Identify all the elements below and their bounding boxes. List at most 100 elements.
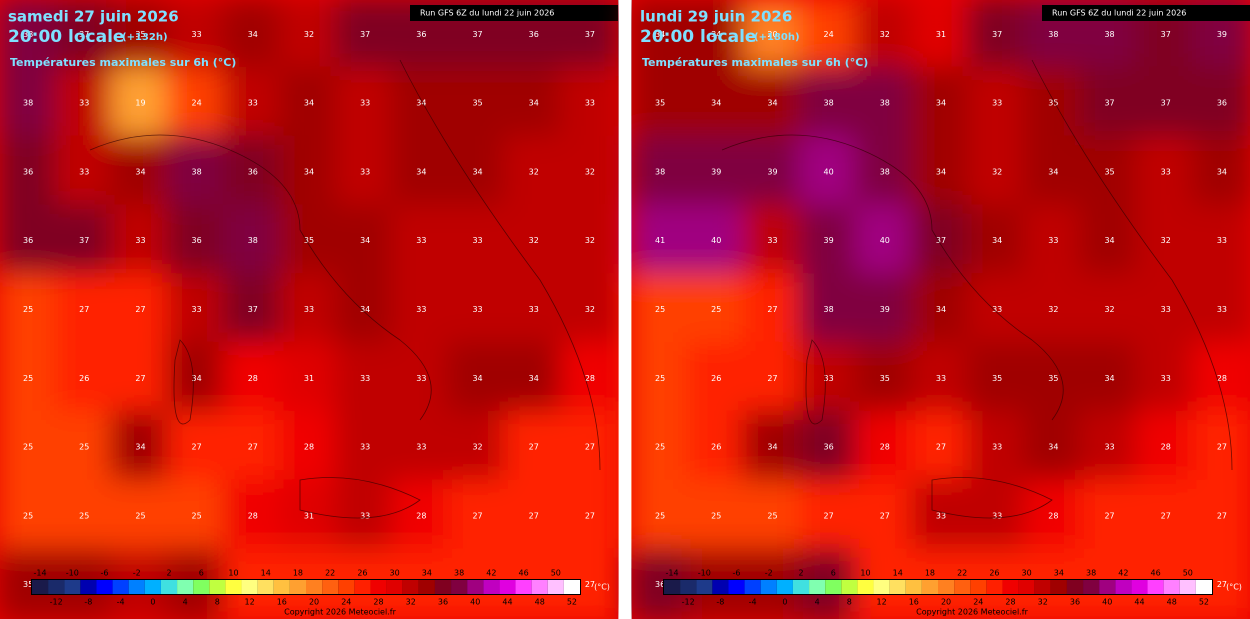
temperature-label: 33 bbox=[360, 99, 370, 108]
heat-cell bbox=[630, 66, 691, 140]
heat-cell bbox=[686, 66, 747, 140]
heat-cell bbox=[798, 0, 859, 71]
heat-cell bbox=[1023, 273, 1084, 346]
temperature-label: 39 bbox=[711, 167, 721, 176]
heat-cell bbox=[630, 0, 691, 71]
temperature-label: 36 bbox=[248, 167, 258, 176]
legend-label: 0 bbox=[782, 598, 787, 607]
legend-label: -6 bbox=[733, 569, 741, 578]
heat-cell bbox=[1135, 341, 1196, 415]
temperature-label: 25 bbox=[192, 511, 202, 520]
temperature-label: 33 bbox=[824, 374, 834, 383]
legend-swatch bbox=[160, 580, 178, 594]
legend-label: 38 bbox=[454, 569, 464, 578]
heat-cell bbox=[742, 273, 803, 346]
legend-label: 34 bbox=[422, 569, 432, 578]
temperature-label: 32 bbox=[304, 30, 314, 39]
temperature-label: 33 bbox=[529, 305, 539, 314]
heat-cell bbox=[447, 135, 508, 209]
temperature-label: 37 bbox=[79, 30, 89, 39]
legend-label: 16 bbox=[277, 598, 287, 607]
heat-cell bbox=[910, 273, 972, 346]
temperature-label: 33 bbox=[1217, 236, 1227, 245]
temperature-label: 27 bbox=[767, 305, 777, 314]
temperature-label: 25 bbox=[655, 511, 665, 520]
heat-cell bbox=[1079, 341, 1140, 415]
temperature-label: 37 bbox=[248, 305, 258, 314]
legend-unit: (°C) bbox=[1226, 583, 1242, 592]
temperature-label: 32 bbox=[1048, 305, 1058, 314]
heat-cell bbox=[742, 0, 803, 71]
temperature-label: 28 bbox=[1161, 443, 1171, 452]
legend-swatch bbox=[905, 580, 922, 594]
legend-label: -8 bbox=[84, 598, 92, 607]
coastline bbox=[89, 59, 601, 519]
temperature-label: 28 bbox=[248, 374, 258, 383]
heat-cell bbox=[686, 273, 747, 346]
legend-label: 44 bbox=[502, 598, 512, 607]
heat-cell bbox=[854, 273, 915, 346]
temperature-label: 34 bbox=[936, 305, 946, 314]
temperature-label: 33 bbox=[1104, 443, 1114, 452]
temperature-label: 38 bbox=[880, 99, 890, 108]
legend-swatch bbox=[1018, 580, 1035, 594]
run-box bbox=[410, 5, 618, 21]
temperature-label: 33 bbox=[936, 374, 946, 383]
legend-label: 14 bbox=[893, 569, 903, 578]
legend-label: 48 bbox=[1167, 598, 1177, 607]
temperature-label: 28 bbox=[248, 511, 258, 520]
temperature-label: 31 bbox=[304, 511, 314, 520]
legend-swatch bbox=[1179, 580, 1196, 594]
heat-cell bbox=[278, 204, 340, 278]
heat-cell bbox=[798, 479, 859, 553]
legend-swatch bbox=[696, 580, 713, 594]
heat-cell bbox=[686, 341, 747, 415]
legend-label: 36 bbox=[1070, 598, 1080, 607]
legend-label: 12 bbox=[876, 598, 886, 607]
temperature-label: 33 bbox=[135, 236, 145, 245]
legend-label: 2 bbox=[166, 569, 171, 578]
legend-label: -14 bbox=[666, 569, 679, 578]
legend-swatch bbox=[1002, 580, 1019, 594]
temperature-label: 34 bbox=[304, 99, 314, 108]
legend-swatch bbox=[1066, 580, 1084, 594]
heat-cell bbox=[335, 479, 396, 553]
temperature-label: 24 bbox=[824, 30, 834, 39]
temperature-label: 27 bbox=[135, 374, 145, 383]
heat-cell bbox=[630, 135, 691, 209]
heat-cell bbox=[335, 410, 396, 484]
heat-cell bbox=[854, 479, 915, 553]
heat-cell bbox=[967, 273, 1028, 346]
temperature-label: 32 bbox=[529, 236, 539, 245]
lead-time: (+180h) bbox=[754, 32, 800, 43]
copyright: Copyright 2026 Meteociel.fr bbox=[284, 608, 396, 617]
heat-cell bbox=[222, 273, 283, 346]
heat-cell bbox=[742, 410, 803, 484]
legend-label: -10 bbox=[66, 569, 79, 578]
legend-swatch bbox=[467, 580, 484, 594]
heat-cell bbox=[222, 410, 283, 484]
legend-label: 52 bbox=[567, 598, 577, 607]
legend-unit: (°C) bbox=[594, 583, 610, 592]
temperature-label: 27 bbox=[1217, 511, 1227, 520]
subtitle: Températures maximales sur 6h (°C) bbox=[642, 56, 868, 69]
legend-swatch bbox=[483, 580, 500, 594]
heat-cell bbox=[1135, 66, 1196, 140]
temperature-label: 27 bbox=[824, 511, 834, 520]
heat-cell bbox=[222, 341, 283, 415]
temperature-label: 24 bbox=[192, 99, 202, 108]
legend-label: -2 bbox=[765, 569, 773, 578]
heat-cell bbox=[630, 273, 691, 346]
heat-cell bbox=[503, 66, 564, 140]
heat-cell bbox=[110, 410, 171, 484]
legend-swatch bbox=[760, 580, 777, 594]
temperature-label: 38 bbox=[248, 236, 258, 245]
heat-cell bbox=[166, 0, 227, 71]
heat-cell bbox=[503, 135, 564, 209]
legend-swatch bbox=[193, 580, 210, 594]
heat-cell bbox=[54, 273, 115, 346]
temperature-label: 27 bbox=[529, 443, 539, 452]
heat-cell bbox=[1079, 273, 1140, 346]
legend-label: 42 bbox=[486, 569, 496, 578]
temperature-label: 25 bbox=[655, 305, 665, 314]
